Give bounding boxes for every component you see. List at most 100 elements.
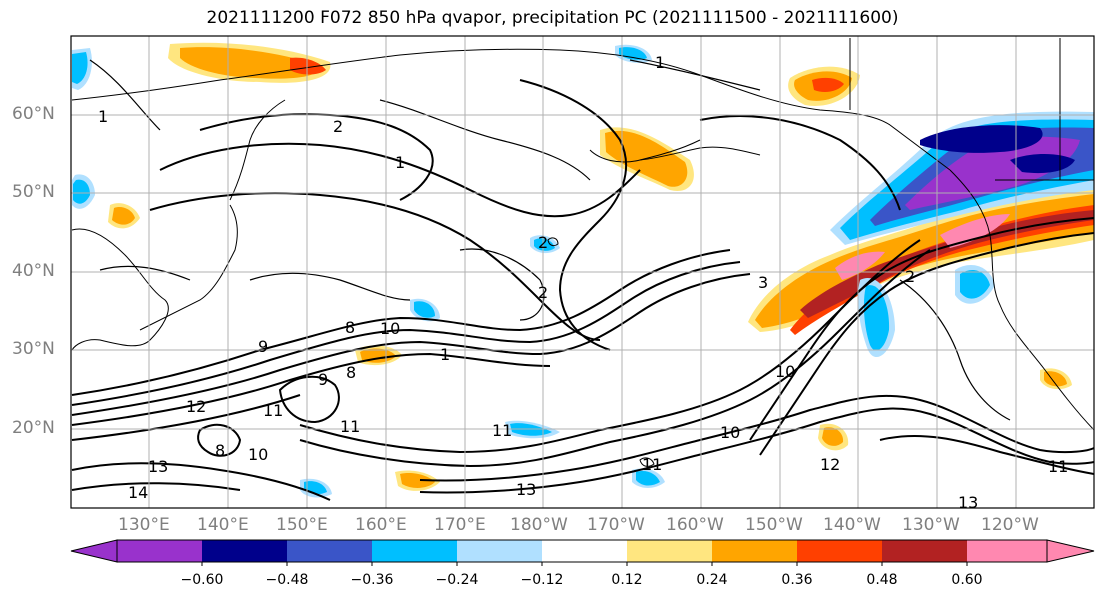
contour-label: 2 xyxy=(538,283,548,302)
colorbar xyxy=(70,539,1095,566)
lat-label-20n: 20°N xyxy=(12,418,55,438)
map-frame xyxy=(70,35,1095,509)
colorbar-tick-label: −0.48 xyxy=(265,572,309,588)
contour-label: 3 xyxy=(758,273,768,292)
coastline-namerica xyxy=(949,169,1094,431)
contour-line xyxy=(459,248,545,321)
contour-line xyxy=(71,394,301,441)
contour-label: 1 xyxy=(98,107,108,126)
contour-line xyxy=(71,462,331,501)
negative-precip-shading xyxy=(72,44,1094,498)
contour-line xyxy=(159,142,641,218)
shade-neg-light xyxy=(73,179,90,204)
shade-pos-mid xyxy=(812,77,844,92)
contour-label: 1 xyxy=(655,53,665,72)
contour-label: 11 xyxy=(1048,457,1068,476)
shade-neg-light xyxy=(960,269,990,299)
colorbar-segment xyxy=(117,540,202,562)
coastline-border xyxy=(849,38,1094,181)
contour-line xyxy=(99,265,191,281)
contour-label: 11 xyxy=(492,421,512,440)
shade-pos-mid xyxy=(790,205,1094,335)
coastline-siberia xyxy=(71,48,701,101)
shade-pos-pink xyxy=(940,214,1010,248)
contour-label: 10 xyxy=(380,319,400,338)
colorbar-tick-label: 0.12 xyxy=(611,572,643,588)
contour-label: 12 xyxy=(820,455,840,474)
colorbar-segment xyxy=(372,540,457,562)
lat-label-50n: 50°N xyxy=(12,182,55,202)
contour-label: 12 xyxy=(186,397,206,416)
contour-label: 1 xyxy=(440,345,450,364)
map-title: 2021111200 F072 850 hPa qvapor, precipit… xyxy=(206,8,899,28)
coastline-hawaii xyxy=(639,457,655,467)
contour-line xyxy=(89,59,161,131)
contour-line xyxy=(879,434,1094,475)
colorbar-tick-label: 0.36 xyxy=(781,572,813,588)
contour-label: 2 xyxy=(333,117,343,136)
contour-label: 10 xyxy=(720,423,740,442)
colorbar-segment xyxy=(457,540,542,562)
contour-label: 11 xyxy=(340,417,360,436)
shade-neg-light xyxy=(534,238,555,251)
colorbar-outline xyxy=(116,539,1048,563)
shade-pos-light xyxy=(112,207,135,225)
contour-label: 9 xyxy=(318,370,328,389)
colorbar-extend-low xyxy=(70,539,118,563)
shade-neg-light xyxy=(636,471,660,486)
contour-label: 9 xyxy=(258,337,268,356)
contour-line xyxy=(71,352,551,426)
shade-neg-light xyxy=(414,301,435,318)
coastline-japan xyxy=(139,204,238,331)
contour-label: 13 xyxy=(516,480,536,499)
contour-line xyxy=(419,394,1094,482)
colorbar-segment xyxy=(712,540,797,562)
contour-line xyxy=(249,272,411,301)
colorbar-segment xyxy=(797,540,882,562)
contour-label: 10 xyxy=(248,445,268,464)
lon-label-140w: 140°W xyxy=(823,515,881,535)
contour-line xyxy=(379,99,591,181)
contour-label: 2 xyxy=(538,233,548,252)
coastline-kamchatka xyxy=(229,99,286,201)
lon-label-160e: 160°E xyxy=(355,515,407,535)
shade-neg-light xyxy=(72,52,88,84)
contour-label: 11 xyxy=(263,401,283,420)
lon-label-150w: 150°W xyxy=(745,515,803,535)
contour-line xyxy=(71,482,241,491)
shade-pos-pink xyxy=(835,251,885,280)
contour-labels: 1 2 2 1 1 2 2 3 1 8 9 10 8 8 9 10 11 12 … xyxy=(98,53,1068,508)
lon-label-130e: 130°E xyxy=(118,515,170,535)
contour-label: 14 xyxy=(128,483,148,502)
coastline-island xyxy=(547,237,559,247)
lon-label-170w: 170°W xyxy=(587,515,645,535)
contour-line xyxy=(629,59,761,91)
contour-line xyxy=(899,279,1011,421)
qvapor-contours-thin xyxy=(89,59,1011,421)
contour-line xyxy=(149,192,601,341)
contour-label: 8 xyxy=(346,363,356,382)
colorbar-tick-label: −0.12 xyxy=(520,572,564,588)
shade-neg-strong xyxy=(920,125,1043,153)
coastline-alaska xyxy=(699,74,951,171)
positive-precip-shading xyxy=(108,42,1094,491)
contour-line xyxy=(71,249,731,396)
colorbar-segment xyxy=(627,540,712,562)
colorbar-tick-label: −0.36 xyxy=(350,572,394,588)
lat-label-30n: 30°N xyxy=(12,339,55,359)
lat-label-60n: 60°N xyxy=(12,104,55,124)
colorbar-segment xyxy=(882,540,967,562)
contour-line xyxy=(199,113,434,201)
contour-line xyxy=(519,79,628,351)
shade-pos-light xyxy=(1044,371,1067,387)
colorbar-segment xyxy=(542,540,627,562)
contour-line xyxy=(278,375,340,424)
contour-label: 11 xyxy=(642,455,662,474)
shade-neg-strong xyxy=(1010,154,1075,174)
contour-label: 2 xyxy=(905,267,915,286)
contour-label: 1 xyxy=(395,153,405,172)
contour-line xyxy=(71,273,751,416)
lon-label-120w: 120°W xyxy=(981,515,1039,535)
colorbar-tick-label: −0.24 xyxy=(435,572,479,588)
